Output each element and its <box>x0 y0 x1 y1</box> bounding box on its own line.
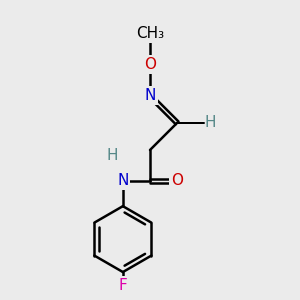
Text: CH₃: CH₃ <box>136 26 164 41</box>
Text: H: H <box>106 148 118 163</box>
Text: O: O <box>144 57 156 72</box>
Text: O: O <box>171 173 183 188</box>
Text: H: H <box>204 116 216 130</box>
Text: N: N <box>117 173 129 188</box>
Text: N: N <box>144 88 156 103</box>
Text: F: F <box>118 278 127 293</box>
